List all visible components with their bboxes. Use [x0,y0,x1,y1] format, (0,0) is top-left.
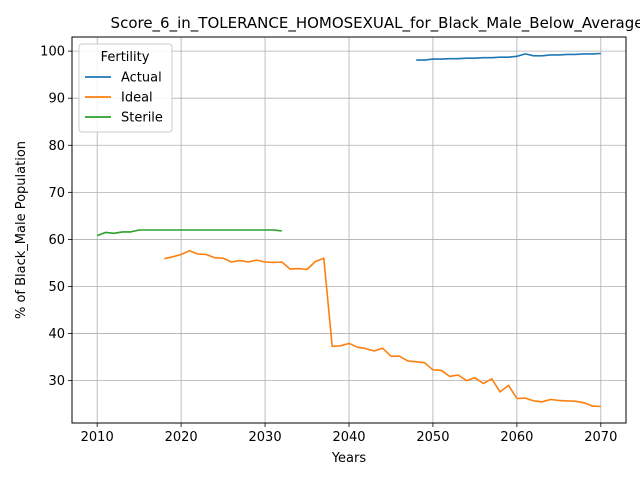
y-tick-label: 60 [48,233,65,248]
legend-label-ideal: Ideal [121,91,153,106]
series-line-sterile [96,229,282,237]
y-tick-label: 50 [48,280,65,295]
legend-items: Actual Ideal Sterile [85,71,163,126]
x-tick-label: 2010 [81,430,114,445]
legend-box [78,43,173,133]
y-tick-label: 40 [48,327,65,342]
x-tick-label: 2040 [332,430,365,445]
grid [72,37,626,423]
x-tick-label: 2050 [416,430,449,445]
legend: Fertility Actual Ideal Sterile [78,43,173,133]
series-line-actual [416,52,601,61]
y-axis-label: % of Black_Male Population [14,141,29,319]
legend-title: Fertility [101,50,150,65]
series-line-ideal [164,249,601,408]
chart-title: Score_6_in_TOLERANCE_HOMOSEXUAL_for_Blac… [111,14,640,33]
x-tick-label: 2060 [500,430,533,445]
x-axis-label: Years [331,451,367,466]
y-tick-label: 30 [48,374,65,389]
x-tick-label: 2030 [249,430,282,445]
series-lines [96,52,601,408]
legend-label-sterile: Sterile [121,111,163,126]
y-tick-label: 70 [48,186,65,201]
x-tick-label: 2070 [584,430,617,445]
legend-label-actual: Actual [121,71,162,86]
y-tick-label: 100 [40,45,65,60]
y-tick-label: 90 [48,92,65,107]
axis-ticks: 2010 2020 2030 2040 2050 2060 2070 30 40 50 60 70 80… [40,45,617,445]
y-tick-label: 80 [48,139,65,154]
x-tick-label: 2020 [165,430,198,445]
